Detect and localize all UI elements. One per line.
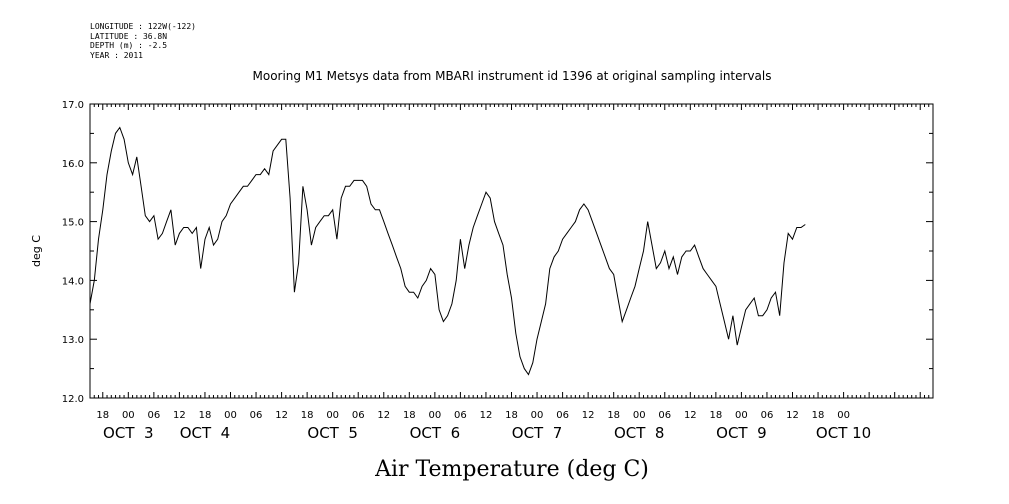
day-label: OCT 9	[716, 424, 767, 442]
plot-frame	[89, 103, 934, 399]
year-label: YEAR : 2011	[90, 50, 143, 60]
y-tick-label: 12.0	[62, 394, 84, 405]
x-tick-label: 18	[301, 410, 314, 421]
x-tick-label: 12	[582, 410, 595, 421]
x-tick-label: 00	[633, 410, 646, 421]
y-tick-label: 14.0	[62, 276, 84, 287]
x-tick-label: 18	[199, 410, 212, 421]
y-axis-label: deg C	[30, 235, 43, 267]
x-tick-label: 06	[352, 410, 365, 421]
y-tick-label: 17.0	[62, 100, 84, 111]
air-temperature-line	[89, 126, 806, 376]
x-tick-label: 06	[761, 410, 774, 421]
latitude-label: LATITUDE : 36.8N	[90, 31, 168, 41]
x-tick-label: 00	[326, 410, 339, 421]
x-tick-label: 12	[377, 410, 390, 421]
x-tick-label: 18	[96, 410, 109, 421]
x-tick-label: 00	[837, 410, 850, 421]
day-label: OCT 10	[816, 424, 871, 442]
x-tick-label: 06	[454, 410, 467, 421]
x-tick-label: 18	[709, 410, 722, 421]
longitude-label: LONGITUDE : 122W(-122)	[90, 22, 196, 31]
day-label: OCT 6	[410, 424, 461, 442]
x-tick-label: 12	[480, 410, 493, 421]
x-tick-labels: 18 00 06 12 18 00 06 12 18 00 06 12 18 00 06 12 18 00 06 12…	[96, 410, 850, 421]
chart-title: Mooring M1 Metsys data from MBARI instru…	[253, 69, 772, 83]
y-tick-label: 13.0	[62, 335, 84, 346]
y-tick-label: 15.0	[62, 218, 84, 229]
x-tick-label: 06	[556, 410, 569, 421]
axis-ticks	[89, 103, 934, 399]
y-tick-label: 16.0	[62, 159, 84, 170]
x-tick-label: 06	[147, 410, 160, 421]
x-tick-label: 12	[786, 410, 799, 421]
x-tick-label: 00	[531, 410, 544, 421]
x-tick-label: 12	[173, 410, 186, 421]
x-tick-label: 00	[735, 410, 748, 421]
x-tick-label: 18	[607, 410, 620, 421]
depth-label: DEPTH (m) : -2.5	[90, 41, 168, 50]
day-label: OCT 5	[307, 424, 358, 442]
day-labels: OCT 3 OCT 4 OCT 5 OCT 6 OCT 7 OCT 8 OCT 9 OCT 1…	[103, 424, 871, 442]
day-label: OCT 4	[180, 424, 231, 442]
y-tick-labels: 12.0 13.0 14.0 15.0 16.0 17.0	[62, 100, 84, 405]
metadata-block: LONGITUDE : 122W(-122) LATITUDE : 36.8N …	[90, 22, 196, 60]
x-tick-label: 00	[224, 410, 237, 421]
x-tick-label: 06	[250, 410, 263, 421]
x-tick-label: 00	[122, 410, 135, 421]
x-tick-label: 18	[403, 410, 416, 421]
day-label: OCT 8	[614, 424, 665, 442]
day-label: OCT 7	[512, 424, 563, 442]
x-tick-label: 18	[505, 410, 518, 421]
x-tick-label: 18	[812, 410, 825, 421]
day-label: OCT 3	[103, 424, 154, 442]
x-tick-label: 00	[428, 410, 441, 421]
x-tick-label: 12	[684, 410, 697, 421]
x-tick-label: 06	[658, 410, 671, 421]
x-tick-label: 12	[275, 410, 288, 421]
x-axis-label: Air Temperature (deg C)	[374, 457, 649, 482]
